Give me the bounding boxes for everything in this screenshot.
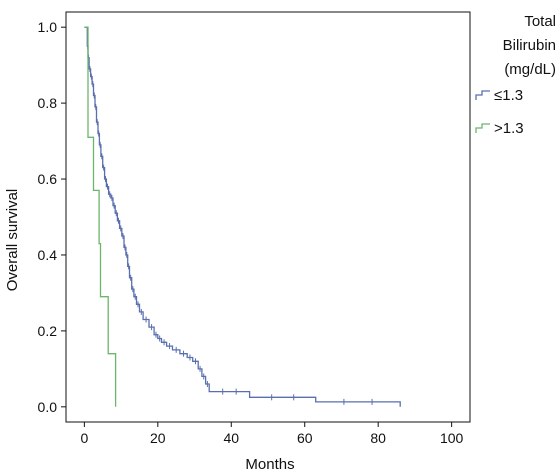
legend-label-high-bilirubin: >1.3 xyxy=(494,120,524,137)
x-tick-label: 80 xyxy=(370,430,386,446)
plot-frame xyxy=(65,11,471,423)
legend: Total Bilirubin (mg/dL) ≤1.3 >1.3 xyxy=(475,13,556,137)
y-tick-label: 0.6 xyxy=(38,171,58,187)
legend-swatch-low-bilirubin xyxy=(475,90,490,100)
y-tick-label: 0.2 xyxy=(38,323,58,339)
series-line-low-bilirubin xyxy=(84,26,401,407)
x-axis: 0 20 40 60 80 100 xyxy=(80,422,464,446)
y-axis: 0.0 0.2 0.4 0.6 0.8 1.0 xyxy=(38,19,66,415)
y-tick-label: 0.4 xyxy=(38,247,58,263)
x-axis-title: Months xyxy=(245,456,294,473)
legend-title-line-3: (mg/dL) xyxy=(504,61,556,78)
x-tick-label: 40 xyxy=(223,430,239,446)
x-tick-label: 0 xyxy=(80,430,88,446)
legend-swatch-high-bilirubin xyxy=(475,123,490,133)
x-tick-label: 100 xyxy=(440,430,464,446)
legend-title-line-1: Total xyxy=(524,13,556,30)
series-layer xyxy=(84,26,401,407)
y-axis-title: Overall survival xyxy=(4,189,21,292)
y-tick-label: 0.8 xyxy=(38,95,58,111)
y-tick-label: 1.0 xyxy=(38,19,58,35)
legend-label-low-bilirubin: ≤1.3 xyxy=(494,87,523,104)
x-tick-label: 20 xyxy=(150,430,166,446)
legend-title-line-2: Bilirubin xyxy=(503,37,556,54)
series-line-high-bilirubin xyxy=(84,26,117,407)
y-tick-label: 0.0 xyxy=(38,399,58,415)
x-tick-label: 60 xyxy=(297,430,313,446)
